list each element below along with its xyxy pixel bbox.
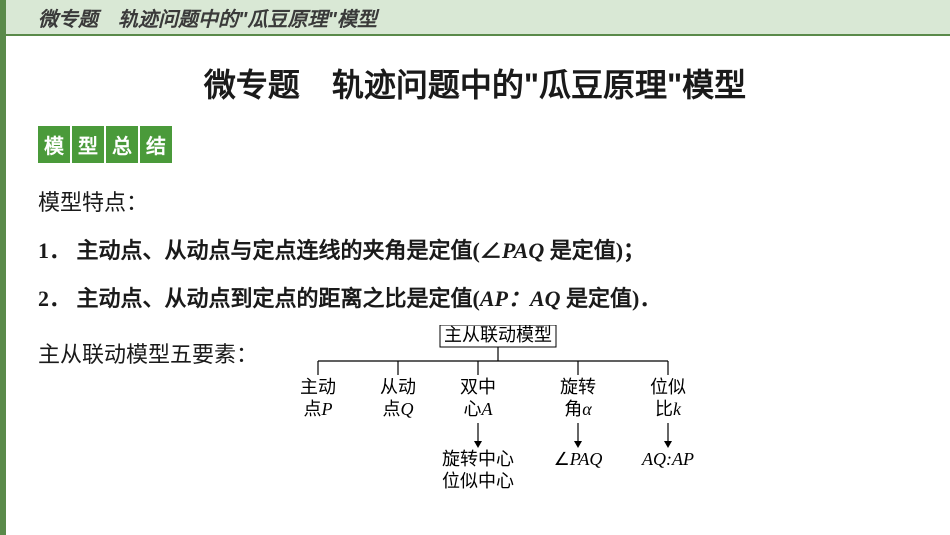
svg-text:位似: 位似	[650, 377, 686, 397]
svg-text:主从联动模型: 主从联动模型	[444, 325, 552, 345]
left-accent-bar	[0, 0, 6, 535]
angle-symbol: ∠	[480, 238, 502, 263]
svg-text:主动: 主动	[300, 377, 336, 397]
point-text-post: 是定值)；	[544, 238, 645, 263]
top-bar-text: 微专题 轨迹问题中的"瓜豆原理"模型	[38, 3, 377, 32]
svg-text:从动: 从动	[380, 377, 416, 397]
tree-diagram: 主从联动模型主动点P 从动点Q 双中心A 旋转角α 位似比k 旋转中心位似中心 ∠PAQ AQ…	[278, 325, 718, 530]
section-label-char: 型	[72, 126, 104, 163]
five-elements-row: 主从联动模型五要素： 主从联动模型主动点P 从动点Q 双中心A 旋转角α 位似比k 旋转中…	[38, 325, 912, 530]
svg-text:双中: 双中	[460, 377, 496, 397]
section-label-char: 总	[106, 126, 138, 163]
svg-text:旋转中心: 旋转中心	[442, 449, 514, 469]
svg-text:AQ:AP: AQ:AP	[641, 449, 694, 469]
svg-text:位似中心: 位似中心	[442, 471, 514, 491]
section-label: 模 型 总 结	[38, 126, 174, 163]
point-text-pre: 主动点、从动点到定点的距离之比是定值(	[77, 286, 480, 311]
point-2: 2． 主动点、从动点到定点的距离之比是定值(AP：AQ 是定值)．	[38, 277, 912, 321]
content-area: 模型特点： 1． 主动点、从动点与定点连线的夹角是定值(∠PAQ 是定值)； 2…	[0, 181, 950, 530]
point-num: 2．	[38, 286, 71, 311]
five-elements-label: 主从联动模型五要素：	[38, 325, 258, 377]
section-label-char: 模	[38, 126, 70, 163]
point-math: PAQ	[502, 238, 544, 263]
point-text-post: 是定值)．	[561, 286, 662, 311]
point-text-pre: 主动点、从动点与定点连线的夹角是定值(	[77, 238, 480, 263]
svg-text:点Q: 点Q	[383, 399, 414, 419]
point-1: 1． 主动点、从动点与定点连线的夹角是定值(∠PAQ 是定值)；	[38, 229, 912, 273]
svg-text:旋转: 旋转	[560, 377, 596, 397]
svg-text:点P: 点P	[304, 399, 333, 419]
point-math: AP：AQ	[480, 286, 561, 311]
svg-text:∠PAQ: ∠PAQ	[554, 449, 603, 469]
top-bar: 微专题 轨迹问题中的"瓜豆原理"模型	[0, 0, 950, 36]
section-label-char: 结	[140, 126, 172, 163]
subheading: 模型特点：	[38, 181, 912, 225]
svg-text:角α: 角α	[564, 399, 592, 419]
point-num: 1．	[38, 238, 71, 263]
svg-text:心A: 心A	[464, 399, 494, 419]
main-title: 微专题 轨迹问题中的"瓜豆原理"模型	[0, 60, 950, 106]
svg-text:比k: 比k	[655, 399, 682, 419]
